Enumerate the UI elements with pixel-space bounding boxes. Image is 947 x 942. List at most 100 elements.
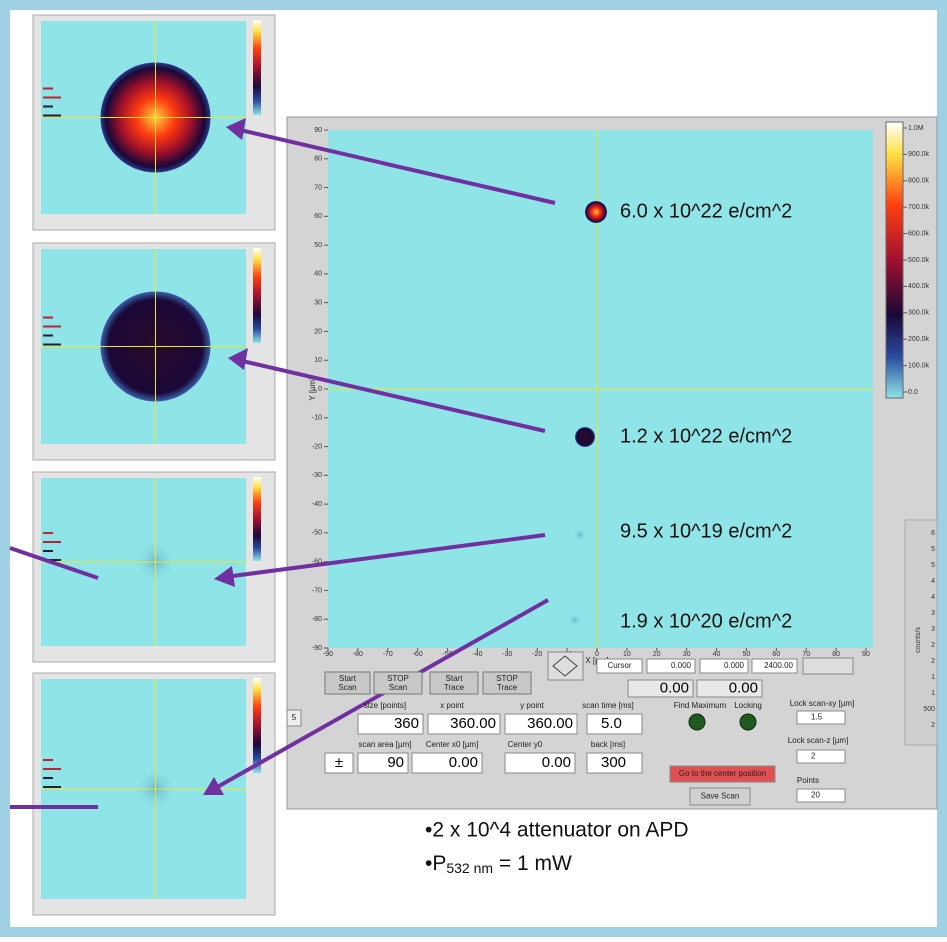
colorbar-label: 100.0k bbox=[908, 362, 930, 369]
colorbar-label: 500.0k bbox=[908, 257, 930, 264]
side-tick: 2 bbox=[931, 722, 935, 729]
value-field[interactable]: 5.0 bbox=[601, 715, 622, 732]
thumbnail-marker bbox=[43, 344, 61, 346]
side-tick: 2 bbox=[931, 658, 935, 665]
side-tick: 500 bbox=[923, 706, 935, 713]
led bbox=[740, 714, 756, 730]
thumbnail-marker bbox=[43, 326, 61, 328]
value-field[interactable]: 0.00 bbox=[449, 754, 478, 771]
x-tick-label: 10 bbox=[623, 651, 631, 658]
spot bbox=[573, 528, 587, 542]
value-field[interactable]: 90 bbox=[387, 754, 404, 771]
x-tick-label: 70 bbox=[802, 651, 810, 658]
y-tick-label: 70 bbox=[314, 184, 322, 191]
colorbar-label: 200.0k bbox=[908, 336, 930, 343]
y-tick-label: -30 bbox=[312, 472, 322, 479]
side-tick: 1 bbox=[931, 690, 935, 697]
thumbnail-marker bbox=[43, 777, 53, 779]
value-field[interactable]: 300 bbox=[601, 754, 626, 771]
y-tick-label: 80 bbox=[314, 156, 322, 163]
thumbnail-colorbar bbox=[253, 678, 261, 773]
x-tick-label: 50 bbox=[743, 651, 751, 658]
x-tick-label: 0 bbox=[595, 651, 599, 658]
y-tick-label: -80 bbox=[312, 616, 322, 623]
thumbnail-marker bbox=[43, 97, 61, 99]
colorbar-label: 0.0 bbox=[908, 389, 918, 396]
field-label: x point bbox=[440, 701, 464, 710]
x-tick-label: 30 bbox=[683, 651, 691, 658]
value-field[interactable]: 2 bbox=[811, 752, 816, 761]
cursor-field: 0.000 bbox=[671, 661, 692, 670]
cursor-field: Cursor bbox=[607, 661, 631, 670]
y-tick-label: 20 bbox=[314, 328, 322, 335]
thumbnail-marker bbox=[43, 768, 61, 770]
x-tick-label: -40 bbox=[472, 651, 482, 658]
spot bbox=[575, 427, 595, 447]
side-tick: 4 bbox=[931, 594, 935, 601]
cursor-tools[interactable] bbox=[803, 658, 853, 674]
colorbar-label: 900.0k bbox=[908, 151, 930, 158]
value-field-box[interactable] bbox=[797, 789, 845, 802]
value-field[interactable]: 360.00 bbox=[527, 715, 573, 732]
thumbnail-marker bbox=[43, 106, 53, 108]
value-field[interactable]: 1.5 bbox=[811, 713, 823, 722]
bullet-text: •P bbox=[425, 852, 446, 875]
colorbar-label: 800.0k bbox=[908, 178, 930, 185]
colorbar-label: 700.0k bbox=[908, 204, 930, 211]
readout: 0.00 bbox=[729, 679, 758, 696]
bullet-text: = 1 mW bbox=[493, 852, 572, 875]
side-tick: 4 bbox=[931, 578, 935, 585]
thumbnail-colorbar bbox=[253, 248, 261, 343]
colorbar-label: 600.0k bbox=[908, 230, 930, 237]
value-field[interactable]: 360.00 bbox=[450, 715, 496, 732]
field-label: Center y0 bbox=[508, 740, 543, 749]
value-field[interactable]: 0.00 bbox=[542, 754, 571, 771]
center-button[interactable]: Go to the center position bbox=[679, 769, 766, 778]
x-tick-label: -60 bbox=[413, 651, 423, 658]
y-tick-label: -40 bbox=[312, 501, 322, 508]
field-label: Lock scan-xy [µm] bbox=[790, 699, 855, 708]
led bbox=[689, 714, 705, 730]
value-field[interactable]: 20 bbox=[811, 791, 820, 800]
value-field[interactable]: 360 bbox=[394, 715, 419, 732]
cursor-field: 2400.00 bbox=[764, 661, 793, 670]
spot bbox=[585, 201, 607, 223]
x-tick-label: 80 bbox=[832, 651, 840, 658]
y-tick-label: -20 bbox=[312, 443, 322, 450]
slide: Y [µm] X [µm] 9080706050403020100-10-20-… bbox=[0, 0, 947, 937]
y-tick-label: 50 bbox=[314, 242, 322, 249]
field-label: size [points] bbox=[364, 701, 406, 710]
readout: 0.00 bbox=[660, 679, 689, 696]
x-tick-label: 40 bbox=[713, 651, 721, 658]
field-label: y point bbox=[520, 701, 544, 710]
x-tick-label: -30 bbox=[502, 651, 512, 658]
side-tick: 5 bbox=[931, 546, 935, 553]
value-field[interactable]: ± bbox=[335, 754, 343, 771]
colorbar-label: 300.0k bbox=[908, 310, 930, 317]
thumbnail-marker bbox=[43, 550, 53, 552]
thumbnail-colorbar bbox=[253, 20, 261, 115]
dose-label: 1.2 x 10^22 e/cm^2 bbox=[620, 425, 792, 447]
y-tick-label: 30 bbox=[314, 300, 322, 307]
bullet: •2 x 10^4 attenuator on APD bbox=[425, 819, 689, 842]
colorbar-label: 400.0k bbox=[908, 283, 930, 290]
field-label: Find Maximum bbox=[674, 701, 727, 710]
cursor-field: 0.000 bbox=[724, 661, 745, 670]
thumbnail-marker bbox=[43, 759, 53, 761]
y-tick-label: 90 bbox=[314, 127, 322, 134]
x-tick-label: -20 bbox=[532, 651, 542, 658]
y-tick-label: 40 bbox=[314, 271, 322, 278]
thumbnail-marker bbox=[43, 317, 53, 319]
dose-label: 9.5 x 10^19 e/cm^2 bbox=[620, 520, 792, 542]
save-button[interactable]: Save Scan bbox=[701, 792, 740, 801]
side-tick: 1 bbox=[931, 674, 935, 681]
colorbar-label: 1.0M bbox=[908, 125, 924, 132]
x-tick-label: -70 bbox=[383, 651, 393, 658]
thumbnail-marker bbox=[43, 532, 53, 534]
value-field-box[interactable] bbox=[797, 750, 845, 763]
y-tick-label: 60 bbox=[314, 213, 322, 220]
